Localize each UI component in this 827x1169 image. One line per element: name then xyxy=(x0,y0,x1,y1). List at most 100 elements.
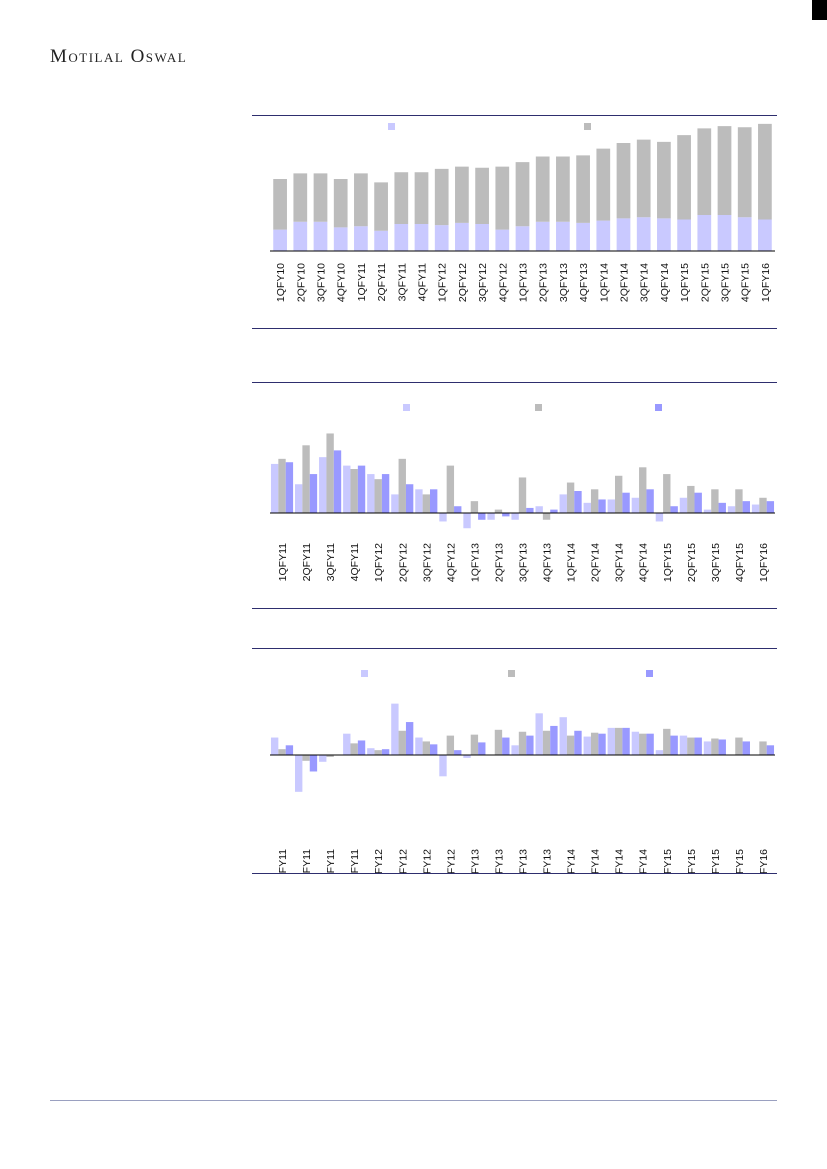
brand-logo: Motilal Oswal xyxy=(50,46,188,67)
chart1-bar-s1-4QFY10 xyxy=(333,227,348,251)
chart1-bar-s2-4QFY14 xyxy=(657,141,671,219)
chart3-tick-label: 3QFY11 xyxy=(325,849,337,873)
chart3-bar-s3-3QFY12 xyxy=(429,744,438,755)
chart1-bar-s2-3QFY10 xyxy=(313,173,328,222)
chart2-tick-label: 3QFY15 xyxy=(710,543,722,582)
chart3-bar-s3-1QFY14 xyxy=(574,730,582,755)
chart1-bar-s1-2QFY12 xyxy=(455,222,469,251)
chart3-bar-s2-1QFY14 xyxy=(566,735,575,755)
chart2-bar-s3-2QFY14 xyxy=(598,499,606,513)
chart1-bar-s1-2QFY14 xyxy=(616,218,631,251)
chart1-bar-s2-4QFY11 xyxy=(414,172,429,224)
chart1-tick-label: 4QFY15 xyxy=(740,263,752,302)
chart1-bar-s1-3QFY15 xyxy=(717,215,732,251)
chart3-bar-s2-4QFY13 xyxy=(542,730,551,755)
chart1-bar-s1-4QFY15 xyxy=(737,217,752,251)
chart1-bar-s1-1QFY15 xyxy=(677,219,691,251)
chart3-bar-s3-1QFY13 xyxy=(478,742,486,755)
chart1-bar-s1-3QFY13 xyxy=(556,221,570,251)
chart2-bar-s1-4QFY11 xyxy=(343,465,351,513)
chart2-bar-s2-2QFY11 xyxy=(302,445,310,513)
chart3-bar-s1-3QFY14 xyxy=(607,727,616,755)
chart2-bar-s1-3QFY11 xyxy=(319,457,327,513)
chart1-bar-s1-4QFY13 xyxy=(576,222,590,251)
chart3-tick-label: 2QFY12 xyxy=(397,849,409,873)
chart3-bar-s1-2QFY11 xyxy=(295,755,303,792)
chart2-bar-s3-4QFY12 xyxy=(454,506,462,513)
chart2-tick-label: 4QFY15 xyxy=(734,543,746,582)
chart3-bar-s3-3QFY14 xyxy=(622,727,630,755)
chart3-tick-label: 2QFY15 xyxy=(686,849,698,873)
chart1-bar-s2-4QFY12 xyxy=(495,166,510,230)
chart2-bar-s2-1QFY15 xyxy=(663,474,671,513)
chart2-bar-s1-2QFY12 xyxy=(391,494,399,513)
chart3-bar-s2-2QFY13 xyxy=(494,729,503,755)
chart2-tick-label: 3QFY12 xyxy=(421,543,433,582)
chart3-tick-label: 3QFY14 xyxy=(614,849,626,873)
chart3-bar-s2-3QFY12 xyxy=(422,741,430,755)
chart2-bar-s1-1QFY12 xyxy=(367,474,375,513)
chart2-bar-s3-4QFY15 xyxy=(742,501,750,513)
chart2-tick-label: 3QFY13 xyxy=(518,543,530,582)
chart1-tick-label: 2QFY12 xyxy=(457,263,469,302)
chart3-bar-s1-3QFY12 xyxy=(415,737,423,755)
chart2-legend-swatch-2 xyxy=(535,404,542,411)
chart3-bar-s2-1QFY16 xyxy=(759,741,767,755)
chart3-bar-s2-1QFY13 xyxy=(470,734,479,755)
chart2-tick-label: 4QFY14 xyxy=(638,543,650,582)
chart3-bar-s2-2QFY15 xyxy=(687,737,695,755)
chart3-bar-s1-1QFY11 xyxy=(270,737,279,755)
chart1-bar-s2-1QFY11 xyxy=(354,173,368,227)
chart2-bar-s3-1QFY14 xyxy=(574,491,582,513)
chart-2-svg: 1QFY11 2QFY11 3QFY11 4QFY11 1QFY12 2QFY12 3QFY… xyxy=(270,404,775,582)
chart1-tick-label: 3QFY12 xyxy=(477,263,489,302)
chart2-bar-s1-1QFY16 xyxy=(751,504,760,513)
chart1-tick-label: 4QFY12 xyxy=(497,263,509,302)
chart1-bar-s1-3QFY14 xyxy=(636,217,651,251)
chart2-tick-label: 1QFY11 xyxy=(277,543,289,581)
chart3-tick-label: 1QFY12 xyxy=(373,849,385,873)
chart2-legend-swatch-1 xyxy=(403,404,410,411)
chart1-tick-label: 4QFY11 xyxy=(417,263,429,301)
chart1-bar-s1-3QFY12 xyxy=(475,224,489,251)
chart1-bar-s1-3QFY11 xyxy=(394,224,409,251)
chart2-bar-s2-3QFY12 xyxy=(422,494,430,513)
chart1-bar-s2-4QFY10 xyxy=(333,179,348,228)
chart2-bar-s2-4QFY15 xyxy=(735,489,743,513)
chart3-bar-s3-1QFY12 xyxy=(381,749,390,755)
chart1-tick-label: 3QFY11 xyxy=(396,263,408,301)
chart1-bar-s2-1QFY15 xyxy=(677,135,691,220)
chart3-bar-s1-4QFY14 xyxy=(631,731,640,755)
chart3-tick-label: 1QFY15 xyxy=(662,849,674,873)
chart2-tick-label: 1QFY12 xyxy=(373,543,385,582)
chart1-tick-label: 1QFY13 xyxy=(518,263,530,302)
chart3-bar-s3-3QFY15 xyxy=(718,739,726,755)
chart2-bar-s1-2QFY11 xyxy=(295,484,303,513)
chart2-bar-s2-2QFY13 xyxy=(494,509,503,513)
chart2-bar-s2-4QFY13 xyxy=(542,513,551,520)
chart1-bar-s2-2QFY14 xyxy=(616,143,631,219)
chart1-legend-swatch-1 xyxy=(388,123,395,130)
chart2-bar-s2-3QFY13 xyxy=(518,477,527,513)
chart3-bar-s3-4QFY15 xyxy=(742,741,750,755)
chart2-bar-s2-1QFY16 xyxy=(759,497,767,513)
chart2-tick-label: 4QFY13 xyxy=(542,543,554,582)
chart1-bar-s2-2QFY10 xyxy=(293,173,308,222)
chart1-bar-s2-1QFY12 xyxy=(434,168,449,226)
chart3-tick-label: 4QFY15 xyxy=(734,849,746,873)
chart2-bar-s2-4QFY12 xyxy=(446,465,455,513)
chart3-tick-label: 2QFY13 xyxy=(493,849,505,873)
chart2-bar-s1-1QFY11 xyxy=(270,463,279,513)
chart1-tick-label: 1QFY10 xyxy=(275,263,287,302)
chart3-bar-s2-4QFY15 xyxy=(735,737,743,755)
chart2-bar-s2-2QFY12 xyxy=(398,458,406,513)
chart1-tick-label: 3QFY13 xyxy=(558,263,570,302)
chart1-bar-s1-4QFY12 xyxy=(495,229,510,251)
chart2-bar-s3-3QFY13 xyxy=(526,507,534,513)
chart3-legend-swatch-2 xyxy=(508,670,515,677)
chart1-bar-s2-4QFY13 xyxy=(576,155,590,223)
chart2-bar-s1-1QFY15 xyxy=(655,513,664,522)
chart3-bar-s3-2QFY11 xyxy=(309,755,318,772)
chart1-tick-label: 1QFY16 xyxy=(760,263,772,302)
chart3-bar-s1-1QFY15 xyxy=(655,750,664,755)
